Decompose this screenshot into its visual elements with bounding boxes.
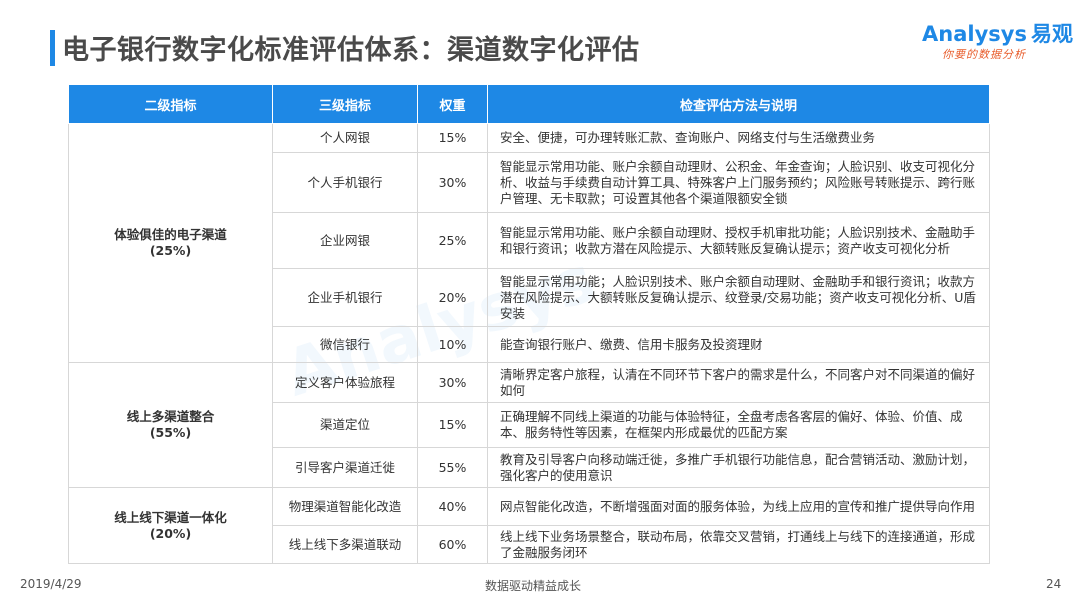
indicator-weight: 55% xyxy=(417,447,488,488)
table-header-row: 二级指标 三级指标 权重 检查评估方法与说明 xyxy=(68,84,990,124)
level2-name: 线上多渠道整合 xyxy=(126,409,215,424)
indicator-weight: 15% xyxy=(417,402,488,448)
evaluation-table: 二级指标 三级指标 权重 检查评估方法与说明 体验俱佳的电子渠道 (25%) 个… xyxy=(68,84,990,564)
page-title: 电子银行数字化标准评估体系：渠道数字化评估 xyxy=(62,35,640,66)
level3-indicator: 渠道定位 xyxy=(272,402,418,448)
level3-indicator: 引导客户渠道迁徙 xyxy=(272,447,418,488)
indicator-weight: 40% xyxy=(417,487,488,526)
level3-indicator: 微信银行 xyxy=(272,326,418,363)
table-row: 线上线下渠道一体化 (20%) 物理渠道智能化改造 40% 网点智能化改造，不断… xyxy=(68,487,990,564)
method-description: 智能显示常用功能、账户余额自动理财、公积金、年金查询；人脸识别、收支可视化分析、… xyxy=(487,152,990,213)
column-header-level3: 三级指标 xyxy=(272,84,418,124)
table-row: 线上多渠道整合 (55%) 定义客户体验旅程 30% 清晰界定客户旅程，认清在不… xyxy=(68,362,990,488)
method-description: 能查询银行账户、缴费、信用卡服务及投资理财 xyxy=(487,326,990,363)
method-description: 网点智能化改造，不断增强面对面的服务体验，为线上应用的宣传和推广提供导向作用 xyxy=(487,487,990,526)
level2-name: 线上线下渠道一体化 xyxy=(114,509,227,525)
table-row: 企业手机银行 20% 智能显示常用功能；人脸识别技术、账户余额自动理财、金融助手… xyxy=(69,268,990,327)
method-description: 正确理解不同线上渠道的功能与体验特征，全盘考虑各客层的偏好、体验、价值、成本、服… xyxy=(487,402,990,448)
footer-tagline: 数据驱动精益成长 xyxy=(485,579,582,593)
table-row: 体验俱佳的电子渠道 (25%) 个人网银 15% 安全、便捷，可办理转账汇款、查… xyxy=(68,123,990,363)
indicator-weight: 20% xyxy=(417,268,488,327)
level2-cell: 体验俱佳的电子渠道 (25%) xyxy=(68,123,273,363)
column-header-method: 检查评估方法与说明 xyxy=(487,84,990,124)
indicator-weight: 10% xyxy=(417,326,488,363)
indicator-weight: 60% xyxy=(417,525,488,564)
method-description: 教育及引导客户向移动端迁徙，多推广手机银行功能信息，配合营销活动、激励计划，强化… xyxy=(487,447,990,488)
logo-slogan: 你要的数据分析 xyxy=(942,48,1026,61)
logo-text-cn: 易观 xyxy=(1030,22,1073,46)
method-description: 安全、便捷，可办理转账汇款、查询账户、网络支付与生活缴费业务 xyxy=(487,123,990,153)
page-number: 24 xyxy=(1046,577,1062,591)
level3-indicator: 个人手机银行 xyxy=(272,152,418,213)
level2-weight: (55%) xyxy=(149,425,192,440)
level3-indicator: 物理渠道智能化改造 xyxy=(272,487,418,526)
table-row: 线上线下多渠道联动 60% 线上线下业务场景整合，联动布局，依靠交叉营销，打通线… xyxy=(69,525,990,564)
method-description: 智能显示常用功能；人脸识别技术、账户余额自动理财、金融助手和银行资讯；收款方潜在… xyxy=(487,268,990,327)
logo-text-en: Analysys xyxy=(922,22,1027,46)
method-description: 清晰界定客户旅程，认清在不同环节下客户的需求是什么，不同客户对不同渠道的偏好如何 xyxy=(487,362,990,403)
indicator-weight: 30% xyxy=(417,362,488,403)
table-row: 引导客户渠道迁徙 55% 教育及引导客户向移动端迁徙，多推广手机银行功能信息，配… xyxy=(69,447,990,488)
brand-logo: Analysys 易观 你要的数据分析 xyxy=(922,22,1073,72)
level2-weight: (20%) xyxy=(149,525,192,541)
level2-weight: (25%) xyxy=(149,243,192,258)
table-row: 渠道定位 15% 正确理解不同线上渠道的功能与体验特征，全盘考虑各客层的偏好、体… xyxy=(69,402,990,448)
column-header-level2: 二级指标 xyxy=(68,84,273,124)
indicator-weight: 25% xyxy=(417,212,488,269)
method-description: 线上线下业务场景整合，联动布局，依靠交叉营销，打通线上与线下的连接通道，形成了金… xyxy=(487,525,990,564)
level3-indicator: 个人网银 xyxy=(272,123,418,153)
level3-indicator: 企业网银 xyxy=(272,212,418,269)
indicator-weight: 15% xyxy=(417,123,488,153)
level2-name: 体验俱佳的电子渠道 xyxy=(114,227,227,242)
column-header-weight: 权重 xyxy=(417,84,488,124)
title-accent-bar xyxy=(50,30,55,66)
table-row: 企业网银 25% 智能显示常用功能、账户余额自动理财、授权手机审批功能；人脸识别… xyxy=(69,212,990,269)
level2-cell: 线上多渠道整合 (55%) xyxy=(68,362,273,488)
level3-indicator: 企业手机银行 xyxy=(272,268,418,327)
level2-cell: 线上线下渠道一体化 (20%) xyxy=(68,487,273,564)
method-description: 智能显示常用功能、账户余额自动理财、授权手机审批功能；人脸识别技术、金融助手和银… xyxy=(487,212,990,269)
level3-indicator: 定义客户体验旅程 xyxy=(272,362,418,403)
table-row: 个人手机银行 30% 智能显示常用功能、账户余额自动理财、公积金、年金查询；人脸… xyxy=(69,152,990,213)
level3-indicator: 线上线下多渠道联动 xyxy=(272,525,418,564)
indicator-weight: 30% xyxy=(417,152,488,213)
table-row: 微信银行 10% 能查询银行账户、缴费、信用卡服务及投资理财 xyxy=(69,326,990,363)
footer-date: 2019/4/29 xyxy=(20,577,82,591)
